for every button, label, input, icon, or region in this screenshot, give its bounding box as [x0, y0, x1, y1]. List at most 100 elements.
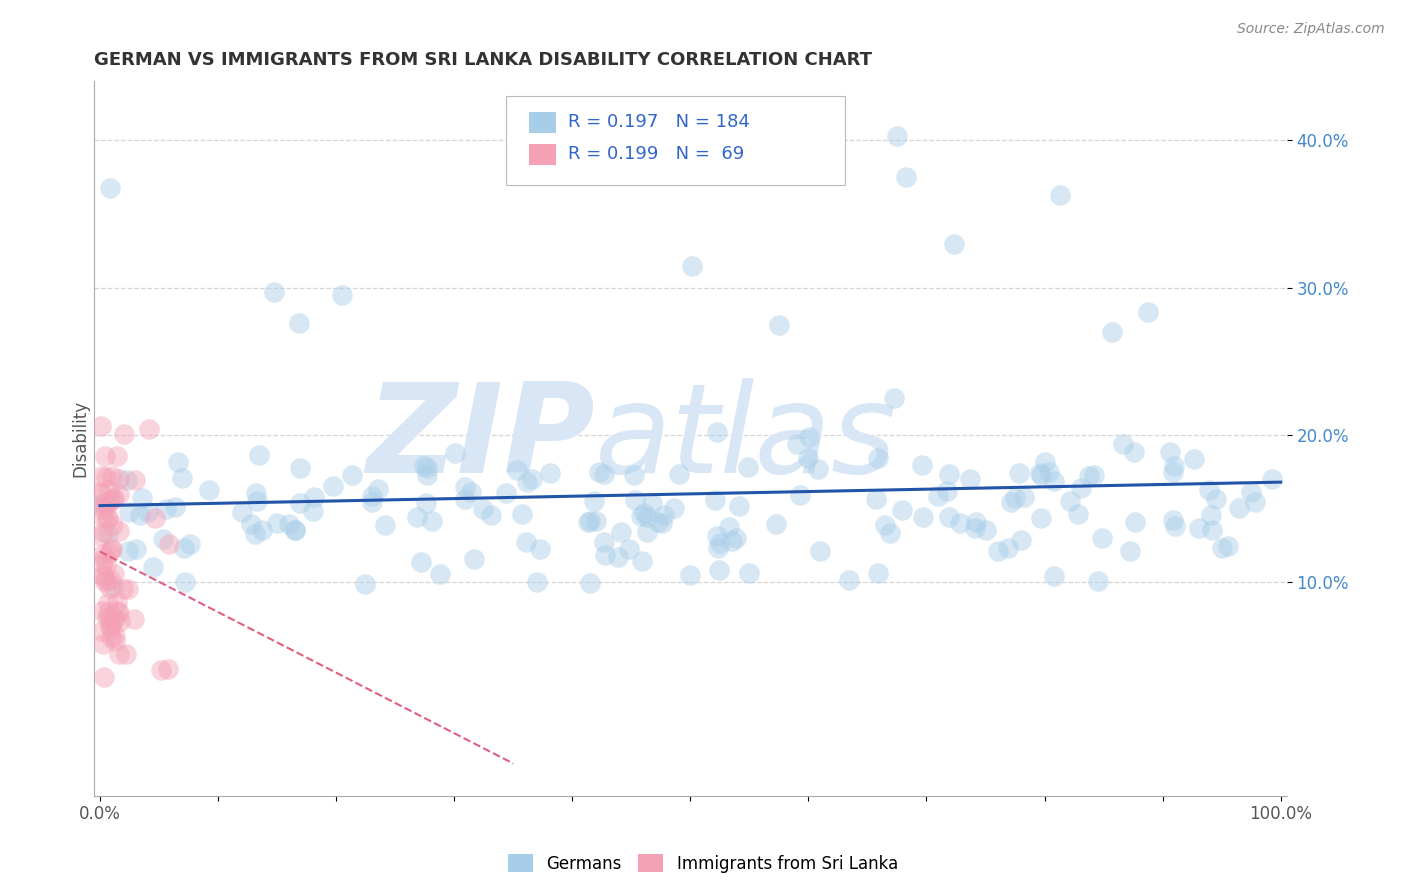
Point [1243, 494, 1265, 508]
Point [965, 515, 987, 529]
Point [495, 486, 517, 500]
Text: R = 0.199   N =  69: R = 0.199 N = 69 [568, 145, 744, 162]
Point [240, 516, 263, 531]
Text: ZIP: ZIP [366, 378, 595, 499]
Point [593, 467, 616, 482]
Point [1083, 467, 1105, 482]
Point [631, 554, 654, 568]
Point [429, 567, 451, 582]
Point [651, 516, 673, 530]
Point [681, 259, 703, 273]
Point [104, 611, 127, 625]
Point [284, 523, 307, 537]
Point [875, 517, 897, 532]
Point [997, 541, 1019, 556]
Text: Source: ZipAtlas.com: Source: ZipAtlas.com [1237, 22, 1385, 37]
Point [1198, 483, 1220, 497]
Point [108, 647, 131, 661]
Point [367, 482, 389, 496]
Point [94, 499, 117, 513]
Point [652, 508, 675, 522]
Point [198, 483, 221, 497]
Point [1043, 474, 1066, 488]
Point [93, 574, 115, 589]
Point [453, 480, 475, 494]
Point [1012, 490, 1035, 504]
Point [1227, 501, 1250, 516]
Point [789, 488, 811, 502]
Point [1201, 523, 1223, 537]
Point [231, 505, 253, 519]
Point [136, 505, 159, 519]
Point [406, 510, 429, 524]
Point [100, 630, 122, 644]
Point [1101, 325, 1123, 339]
Point [636, 524, 658, 539]
Point [479, 508, 502, 523]
Point [1029, 466, 1052, 480]
Point [157, 537, 180, 551]
Point [1070, 481, 1092, 495]
Point [302, 504, 325, 518]
Point [949, 516, 972, 530]
Point [128, 508, 150, 522]
FancyBboxPatch shape [506, 95, 845, 185]
Point [107, 487, 129, 501]
Point [247, 448, 270, 462]
Text: atlas: atlas [595, 378, 897, 499]
Point [963, 521, 986, 535]
Point [1010, 533, 1032, 548]
Point [91, 510, 114, 524]
Point [94, 558, 117, 572]
Point [1078, 469, 1101, 483]
Point [179, 537, 201, 551]
Point [647, 515, 669, 529]
Point [938, 509, 960, 524]
Point [1240, 485, 1263, 500]
Point [322, 479, 344, 493]
Point [1261, 472, 1284, 486]
Point [157, 662, 180, 676]
Point [170, 471, 193, 485]
Point [98, 610, 121, 624]
Legend: Germans, Immigrants from Sri Lanka: Germans, Immigrants from Sri Lanka [502, 847, 904, 880]
Point [662, 501, 685, 516]
Point [538, 467, 561, 481]
Point [1029, 467, 1052, 482]
Point [807, 462, 830, 476]
Point [1059, 494, 1081, 508]
Point [987, 544, 1010, 558]
Point [706, 425, 728, 440]
Point [174, 574, 197, 589]
Point [1029, 510, 1052, 524]
Point [143, 510, 166, 524]
Point [138, 422, 160, 436]
Point [765, 517, 787, 532]
Point [606, 550, 628, 565]
Point [100, 621, 122, 635]
Point [124, 612, 146, 626]
Point [245, 485, 267, 500]
Point [91, 547, 114, 561]
Point [617, 542, 640, 557]
Point [506, 463, 529, 477]
Point [472, 502, 495, 516]
Point [797, 451, 820, 466]
Point [287, 316, 309, 330]
Point [118, 505, 141, 519]
Point [891, 503, 914, 517]
Point [243, 527, 266, 541]
Point [579, 575, 602, 590]
Point [738, 566, 761, 580]
Point [103, 634, 125, 648]
Point [374, 518, 396, 533]
Point [124, 473, 146, 487]
Point [868, 450, 890, 465]
Point [768, 318, 790, 332]
Point [100, 542, 122, 557]
Point [1182, 452, 1205, 467]
Point [100, 468, 122, 483]
Point [103, 491, 125, 505]
Point [97, 509, 120, 524]
Point [105, 594, 128, 608]
